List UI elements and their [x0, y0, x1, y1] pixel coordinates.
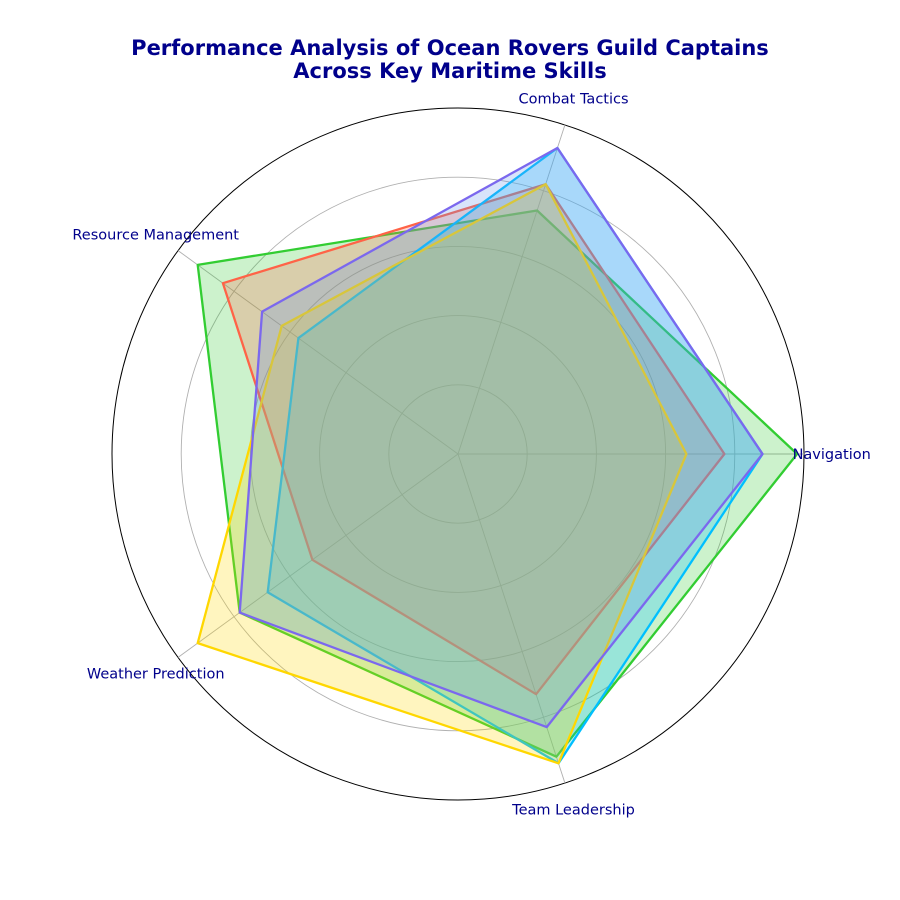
series-2-line [221, 183, 726, 696]
grid-layer [111, 107, 805, 801]
axis-label-4: Weather Prediction [87, 667, 225, 683]
series-2-area [222, 184, 725, 695]
chart-title-line-2: Across Key Maritime Skills [293, 59, 607, 83]
axis-label-3: Resource Management [72, 227, 239, 243]
series-5-area [239, 148, 763, 728]
axis-label-1: Navigation [793, 447, 871, 463]
axis-label-5: Team Leadership [511, 802, 635, 818]
chart-title-line-1: Performance Analysis of Ocean Rovers Gui… [131, 36, 769, 60]
series-4-line [196, 183, 688, 765]
series-4-area [197, 184, 687, 764]
series-1-area [197, 210, 798, 757]
radar-spoke [457, 453, 566, 784]
radar-spoke [177, 250, 459, 455]
series-5-line [238, 146, 764, 729]
radar-spoke [177, 453, 459, 658]
axis-label-2: Combat Tactics [518, 92, 628, 108]
series-layer [196, 146, 799, 765]
axis-label-layer: Navigation Combat Tactics Resource Managem… [72, 92, 870, 819]
chart-title: Performance Analysis of Ocean Rovers Gui… [0, 37, 900, 83]
radar-spoke [457, 124, 566, 455]
